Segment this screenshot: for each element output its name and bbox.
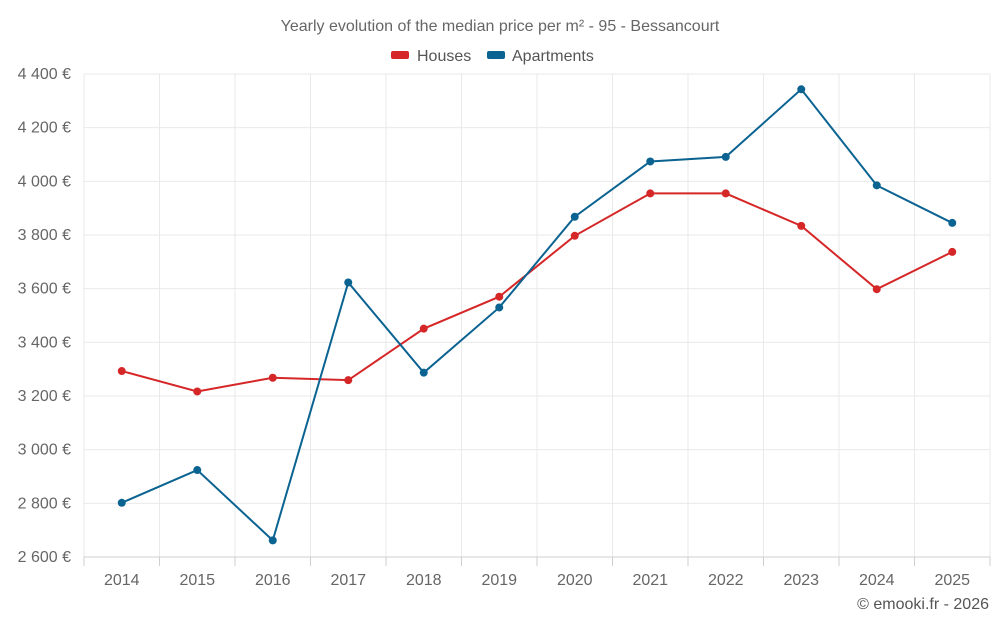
data-point-houses-2019[interactable] (495, 292, 504, 301)
data-point-apartments-2018[interactable] (419, 368, 428, 377)
series-line-apartments (121, 87, 953, 543)
y-tick-label: 4 400 € (18, 66, 71, 83)
data-point-apartments-2017[interactable] (344, 278, 353, 287)
data-point-apartments-2023[interactable] (797, 85, 806, 94)
data-point-houses-2015[interactable] (193, 387, 202, 396)
y-tick-label: 3 200 € (18, 388, 71, 405)
series-line-houses (121, 192, 953, 393)
y-tick-label: 2 800 € (18, 495, 71, 512)
data-point-apartments-2019[interactable] (495, 303, 504, 312)
data-point-apartments-2016[interactable] (268, 536, 277, 545)
data-point-apartments-2024[interactable] (872, 181, 881, 190)
x-tick-label: 2021 (632, 572, 668, 589)
data-point-houses-2021[interactable] (646, 189, 655, 198)
x-tick-label: 2022 (708, 572, 744, 589)
legend-label-apartments[interactable]: Apartments (512, 48, 594, 65)
y-axis-labels: 2 600 € 2 800 € 3 000 € 3 200 € 3 400 € 3 600… (18, 66, 71, 566)
data-point-apartments-2021[interactable] (646, 157, 655, 166)
y-tick-label: 3 000 € (18, 442, 71, 459)
series-houses (117, 189, 957, 396)
axes (83, 556, 991, 566)
series-apartments (117, 85, 957, 545)
x-tick-label: 2018 (406, 572, 442, 589)
legend: Houses Apartments (391, 48, 594, 65)
x-tick-label: 2015 (179, 572, 215, 589)
x-grid (83, 74, 991, 557)
data-point-houses-2025[interactable] (948, 247, 957, 256)
y-tick-label: 3 400 € (18, 334, 71, 351)
y-tick-label: 4 200 € (18, 120, 71, 137)
x-tick-label: 2023 (783, 572, 819, 589)
data-point-apartments-2022[interactable] (721, 152, 730, 161)
data-point-apartments-2015[interactable] (193, 466, 202, 475)
chart-title: Yearly evolution of the median price per… (281, 18, 720, 35)
data-point-houses-2014[interactable] (117, 367, 126, 376)
data-point-apartments-2020[interactable] (570, 212, 579, 221)
x-tick-label: 2016 (255, 572, 291, 589)
data-point-apartments-2025[interactable] (948, 218, 957, 227)
data-point-apartments-2014[interactable] (117, 498, 126, 507)
legend-label-houses[interactable]: Houses (417, 48, 471, 65)
x-tick-label: 2017 (330, 572, 366, 589)
legend-marker-houses (391, 51, 409, 59)
y-tick-label: 3 600 € (18, 281, 71, 298)
data-point-houses-2016[interactable] (268, 373, 277, 382)
data-point-houses-2017[interactable] (344, 376, 353, 385)
x-tick-label: 2014 (104, 572, 140, 589)
copyright-text: © emooki.fr - 2026 (857, 596, 989, 613)
x-tick-label: 2020 (557, 572, 593, 589)
data-point-houses-2022[interactable] (721, 189, 730, 198)
x-tick-label: 2025 (934, 572, 970, 589)
x-axis-labels: 2014 2015 2016 2017 2018 2019 2020 2021 2022 2023… (104, 572, 970, 589)
series-group (117, 85, 957, 545)
x-tick-label: 2024 (859, 572, 895, 589)
data-point-houses-2023[interactable] (797, 221, 806, 230)
data-point-houses-2018[interactable] (419, 324, 428, 333)
data-point-houses-2020[interactable] (570, 231, 579, 240)
y-tick-label: 2 600 € (18, 549, 71, 566)
y-tick-label: 4 000 € (18, 173, 71, 190)
data-point-houses-2024[interactable] (872, 285, 881, 294)
y-tick-label: 3 800 € (18, 227, 71, 244)
legend-marker-apartments (487, 51, 505, 59)
x-tick-label: 2019 (481, 572, 517, 589)
